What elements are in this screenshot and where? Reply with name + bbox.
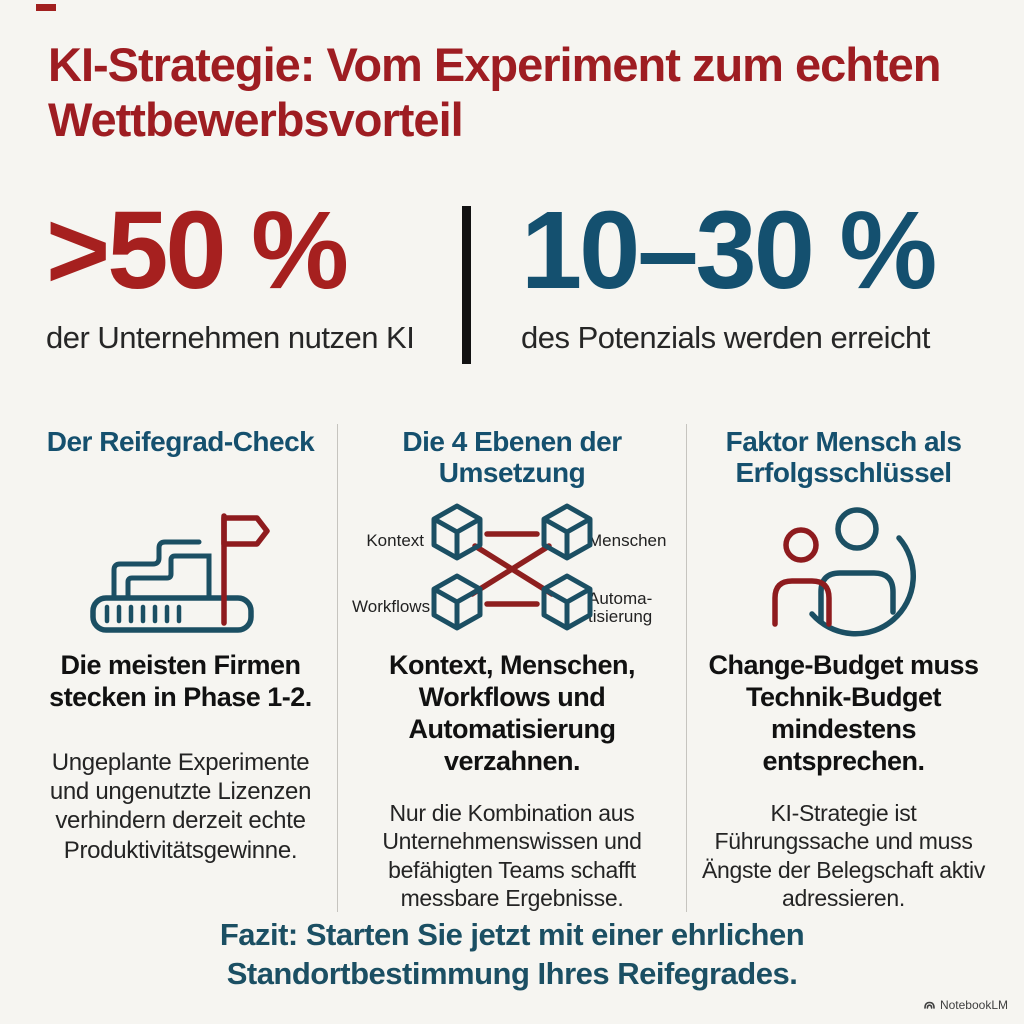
stairs-flag-icon [38, 494, 323, 642]
watermark-label: NotebookLM [939, 998, 1008, 1012]
column-ebenen-statement: Kontext, Menschen, Workflows und Automat… [388, 650, 636, 776]
column-reifegrad-body: Ungeplante Experimente und ungenutzte Li… [49, 748, 312, 864]
diagram-label-kontext: Kontext [366, 531, 424, 550]
column-mensch-body: KI-Strategie ist Führungssache und muss … [701, 800, 986, 911]
corner-red-mark [36, 4, 56, 11]
people-icon [701, 494, 986, 642]
stat-adoption-caption: der Unternehmen nutzen KI [46, 320, 415, 355]
stat-adoption: >50 % der Unternehmen nutzen KI [0, 192, 462, 382]
column-ebenen: Die 4 Ebenen der Umsetzung Kontext Mensc… [337, 424, 687, 912]
stat-potential-caption: des Potenzials werden erreicht [521, 320, 930, 355]
diagram-label-menschen: Menschen [588, 531, 667, 550]
cubes-network-icon: Kontext Menschen Workflows Automa-tisier… [352, 494, 672, 642]
watermark: NotebookLM [923, 998, 1008, 1012]
column-ebenen-heading: Die 4 Ebenen der Umsetzung [402, 426, 622, 489]
columns-section: Der Reifegrad-Check [24, 424, 1000, 912]
column-reifegrad-heading: Der Reifegrad-Check [46, 426, 315, 457]
fazit-text: Fazit: Starten Sie jetzt mit einer ehrli… [219, 917, 805, 991]
stats-divider [462, 206, 471, 364]
stat-potential: 10–30 % des Potenzials werden erreicht [471, 192, 1024, 382]
stat-adoption-value: >50 % [46, 189, 349, 312]
column-reifegrad-statement: Die meisten Firmen stecken in Phase 1-2. [49, 650, 312, 712]
column-mensch: Faktor Mensch als Erfolgsschlüssel Chang… [687, 424, 1000, 912]
diagram-label-automatisierung: Automa-tisierung [588, 589, 653, 626]
column-mensch-statement: Change-Budget muss Technik-Budget mindes… [708, 650, 979, 776]
column-mensch-heading: Faktor Mensch als Erfolgsschlüssel [725, 426, 962, 489]
notebooklm-logo-icon [924, 1001, 935, 1009]
cubes-diagram: Kontext Menschen Workflows Automa-tisier… [352, 494, 672, 642]
page-title: KI-Strategie: Vom Experiment zum echten … [48, 38, 942, 146]
stats-row: >50 % der Unternehmen nutzen KI 10–30 % … [0, 192, 1024, 382]
diagram-label-workflows: Workflows [352, 597, 431, 616]
stat-potential-value: 10–30 % [521, 189, 937, 312]
column-ebenen-body: Nur die Kombination aus Unternehmenswiss… [382, 800, 642, 911]
column-reifegrad: Der Reifegrad-Check [24, 424, 337, 912]
